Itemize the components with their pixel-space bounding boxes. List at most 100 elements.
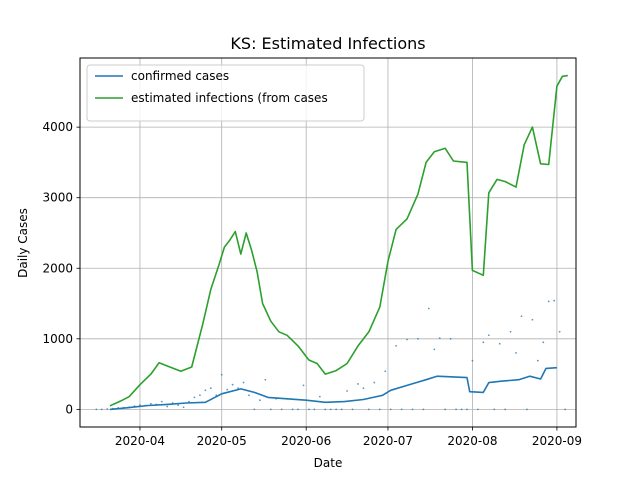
scatter-point bbox=[493, 408, 496, 411]
scatter-point bbox=[95, 408, 98, 411]
scatter-point bbox=[444, 408, 447, 411]
scatter-point bbox=[531, 318, 534, 321]
scatter-point bbox=[220, 373, 223, 376]
axis-ticks: 2020-04 2020-05 2020-06 2020-07 2020-08 2020-… bbox=[42, 120, 582, 448]
scatter-point bbox=[357, 383, 359, 385]
estimated-infections-line bbox=[109, 74, 568, 407]
scatter-point bbox=[422, 408, 425, 411]
legend-label: estimated infections (from cases bbox=[131, 91, 328, 105]
y-tick-label: 4000 bbox=[42, 120, 73, 134]
x-tick-label: 2020-09 bbox=[532, 434, 582, 448]
scatter-point bbox=[177, 404, 180, 407]
scatter-point bbox=[427, 307, 430, 310]
scatter-point bbox=[526, 408, 528, 411]
scatter-point bbox=[149, 402, 152, 405]
scatter-point bbox=[536, 359, 539, 362]
scatter-point bbox=[433, 348, 436, 351]
scatter-point bbox=[128, 406, 130, 409]
y-axis-title: Daily Cases bbox=[16, 208, 30, 278]
scatter-point bbox=[111, 407, 114, 410]
plot-data bbox=[95, 74, 568, 411]
scatter-point bbox=[547, 300, 550, 303]
scatter-point bbox=[335, 408, 338, 411]
scatter-point bbox=[373, 381, 376, 384]
scatter-point bbox=[100, 408, 103, 411]
scatter-point bbox=[498, 342, 501, 345]
scatter-point bbox=[264, 378, 267, 381]
scatter-point bbox=[455, 408, 457, 411]
y-tick-label: 1000 bbox=[42, 332, 73, 346]
scatter-point bbox=[286, 397, 289, 400]
chart-title: KS: Estimated Infections bbox=[230, 34, 425, 53]
scatter-point bbox=[269, 408, 272, 411]
x-tick-label: 2020-08 bbox=[447, 434, 497, 448]
scatter-point bbox=[460, 408, 463, 411]
scatter-point bbox=[106, 408, 109, 410]
scatter-point bbox=[509, 330, 512, 333]
scatter-point bbox=[171, 402, 174, 404]
scatter-point bbox=[242, 381, 245, 384]
scatter-point bbox=[248, 394, 250, 397]
scatter-point bbox=[144, 404, 147, 407]
scatter-point bbox=[297, 408, 299, 411]
scatter-point bbox=[302, 384, 305, 387]
scatter-point bbox=[558, 330, 561, 333]
scatter-point bbox=[133, 405, 136, 408]
scatter-point bbox=[329, 408, 332, 411]
scatter-point bbox=[482, 341, 485, 344]
scatter-point bbox=[515, 352, 517, 354]
x-tick-label: 2020-07 bbox=[363, 434, 413, 448]
scatter-point bbox=[340, 408, 343, 411]
scatter-point bbox=[346, 390, 348, 392]
scatter-point bbox=[471, 359, 474, 362]
scatter-point bbox=[199, 394, 201, 397]
scatter-point bbox=[417, 337, 419, 340]
scatter-point bbox=[226, 388, 229, 391]
y-tick-label: 2000 bbox=[42, 261, 73, 275]
scatter-point bbox=[231, 383, 234, 386]
scatter-point bbox=[318, 395, 321, 398]
scatter-point bbox=[122, 406, 125, 409]
scatter-point bbox=[209, 387, 212, 390]
y-tick-label: 0 bbox=[65, 402, 73, 416]
scatter-point bbox=[406, 338, 408, 341]
plot-frame bbox=[79, 57, 577, 428]
legend-box bbox=[86, 64, 365, 122]
scatter-point bbox=[193, 396, 196, 399]
scatter-point bbox=[487, 334, 490, 337]
legend: confirmed cases estimated infections (fro… bbox=[86, 64, 365, 122]
scatter-point bbox=[351, 408, 354, 411]
x-tick-label: 2020-04 bbox=[115, 434, 165, 448]
scatter-point bbox=[520, 315, 523, 318]
scatter-point bbox=[504, 408, 507, 411]
scatter-point bbox=[237, 387, 239, 390]
scatter-point bbox=[215, 394, 218, 397]
scatter-point bbox=[476, 408, 479, 411]
scatter-point bbox=[253, 408, 256, 411]
scatter-point bbox=[275, 397, 278, 400]
scatter-point bbox=[160, 400, 163, 403]
scatter-point bbox=[324, 408, 327, 411]
scatter-point bbox=[182, 406, 185, 409]
scatter-point bbox=[166, 405, 169, 408]
scatter-point bbox=[411, 408, 414, 411]
scatter-point bbox=[564, 408, 566, 411]
confirmed-cases-line bbox=[109, 366, 557, 411]
scatter-point bbox=[155, 403, 158, 406]
x-tick-label: 2020-05 bbox=[197, 434, 247, 448]
scatter-point bbox=[384, 370, 387, 373]
scatter-point bbox=[258, 399, 261, 402]
scatter-point bbox=[553, 299, 556, 302]
x-tick-label: 2020-06 bbox=[281, 434, 331, 448]
scatter-point bbox=[542, 341, 545, 344]
scatter-point bbox=[139, 404, 141, 407]
scatter-point bbox=[280, 408, 283, 411]
scatter-point bbox=[449, 337, 452, 340]
scatter-point bbox=[395, 344, 398, 347]
scatter-point bbox=[367, 408, 370, 411]
scatter-point bbox=[291, 408, 294, 411]
scatter-point bbox=[438, 337, 441, 340]
scatter-point bbox=[204, 389, 207, 392]
scatter-point bbox=[400, 408, 403, 411]
